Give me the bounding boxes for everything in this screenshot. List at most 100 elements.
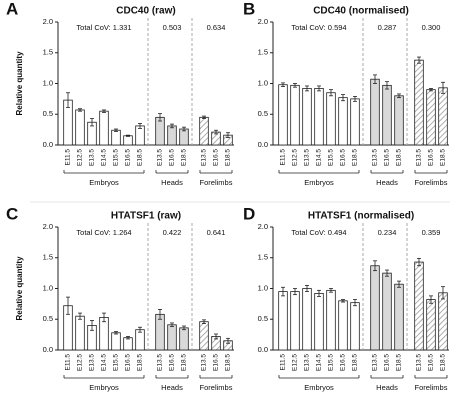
- x-tick-label: E13.5: [201, 149, 208, 166]
- x-tick-label: E11.5: [280, 354, 287, 371]
- cov-label: Total CoV: 1.331: [76, 23, 131, 32]
- x-tick-label: E15.5: [113, 149, 120, 166]
- bar: [199, 116, 209, 146]
- x-tick-label: E14.5: [316, 149, 323, 166]
- panel-letter: B: [243, 0, 255, 18]
- x-tick-label: E13.5: [89, 149, 96, 166]
- group-label: Embryos: [304, 383, 334, 392]
- bar: [382, 272, 392, 351]
- y-axis-label: Relative quantity: [15, 51, 24, 116]
- x-tick-label: E13.5: [416, 149, 423, 166]
- x-tick-label: E15.5: [113, 354, 120, 371]
- x-tick-label: E13.5: [416, 354, 423, 371]
- x-tick-label: E14.5: [316, 354, 323, 371]
- bar: [314, 88, 324, 146]
- bar: [438, 87, 448, 146]
- x-tick-label: E14.5: [101, 354, 108, 371]
- y-tick-label: 1.5: [43, 253, 53, 262]
- bar: [338, 97, 348, 146]
- x-tick-label: E16.5: [384, 149, 391, 166]
- bar: [394, 283, 404, 351]
- y-tick-label: 0.5: [43, 314, 53, 323]
- bar: [167, 125, 177, 146]
- bar: [394, 95, 404, 146]
- y-tick-label: 1.5: [43, 48, 53, 57]
- x-tick-label: E14.5: [101, 149, 108, 166]
- bar: [123, 337, 133, 351]
- y-tick-label: 1.0: [258, 78, 268, 87]
- x-tick-label: E18.5: [225, 149, 232, 166]
- y-tick-label: 2.0: [43, 222, 53, 231]
- bar: [326, 92, 336, 146]
- x-tick-label: E13.5: [201, 354, 208, 371]
- chart-title: CDC40 (raw): [116, 6, 175, 17]
- group-label: Embryos: [304, 178, 334, 187]
- bar: [426, 89, 436, 146]
- bar: [123, 135, 133, 146]
- x-tick-label: E18.5: [225, 354, 232, 371]
- x-tick-label: E13.5: [157, 354, 164, 371]
- bar: [302, 288, 312, 351]
- bar: [99, 317, 109, 351]
- bar: [426, 299, 436, 351]
- y-tick-label: 1.5: [258, 48, 268, 57]
- y-tick-label: 0.5: [43, 109, 53, 118]
- bar: [438, 292, 448, 351]
- bar: [99, 110, 109, 146]
- x-tick-label: E18.5: [396, 354, 403, 371]
- group-label: Heads: [161, 178, 183, 187]
- bar: [314, 293, 324, 351]
- bar: [155, 116, 165, 146]
- bar: [199, 321, 209, 351]
- bar: [338, 300, 348, 351]
- y-tick-label: 2.0: [258, 222, 268, 231]
- x-tick-label: E16.5: [428, 149, 435, 166]
- chart-title: CDC40 (normalised): [313, 6, 409, 17]
- bar: [382, 84, 392, 146]
- bar: [75, 315, 85, 351]
- x-tick-label: E18.5: [352, 149, 359, 166]
- x-tick-label: E18.5: [137, 354, 144, 371]
- y-tick-label: 0.0: [43, 140, 53, 149]
- cov-label: 0.422: [163, 228, 182, 237]
- x-tick-label: E16.5: [125, 354, 132, 371]
- cov-label: Total CoV: 1.264: [76, 228, 131, 237]
- x-tick-label: E18.5: [181, 354, 188, 371]
- cov-label: 0.234: [378, 228, 397, 237]
- panel-letter: D: [243, 204, 255, 223]
- bar: [326, 289, 336, 351]
- x-tick-label: E11.5: [65, 149, 72, 166]
- bar: [370, 265, 380, 351]
- bar: [290, 84, 300, 146]
- x-tick-label: E18.5: [137, 149, 144, 166]
- cov-label: 0.634: [207, 23, 226, 32]
- bar: [414, 59, 424, 146]
- bar: [135, 329, 145, 351]
- bar: [278, 291, 288, 351]
- bar: [302, 88, 312, 146]
- y-tick-label: 0.5: [258, 109, 268, 118]
- x-tick-label: E16.5: [213, 149, 220, 166]
- x-tick-label: E18.5: [396, 149, 403, 166]
- y-tick-label: 1.5: [258, 253, 268, 262]
- x-tick-label: E13.5: [372, 149, 379, 166]
- group-label: Forelimbs: [200, 383, 233, 392]
- x-tick-label: E18.5: [440, 354, 447, 371]
- y-tick-label: 1.0: [43, 78, 53, 87]
- y-tick-label: 0.0: [43, 345, 53, 354]
- x-tick-label: E16.5: [213, 354, 220, 371]
- bar: [350, 98, 360, 146]
- x-tick-label: E16.5: [340, 149, 347, 166]
- x-tick-label: E11.5: [280, 149, 287, 166]
- cov-label: 0.359: [422, 228, 441, 237]
- bar: [290, 291, 300, 351]
- bar: [179, 327, 189, 351]
- cov-label: 0.287: [378, 23, 397, 32]
- y-axis-label: Relative quantity: [15, 256, 24, 321]
- group-label: Embryos: [89, 178, 119, 187]
- y-tick-label: 0.5: [258, 314, 268, 323]
- y-tick-label: 1.0: [258, 283, 268, 292]
- bar: [414, 261, 424, 351]
- x-tick-label: E13.5: [304, 354, 311, 371]
